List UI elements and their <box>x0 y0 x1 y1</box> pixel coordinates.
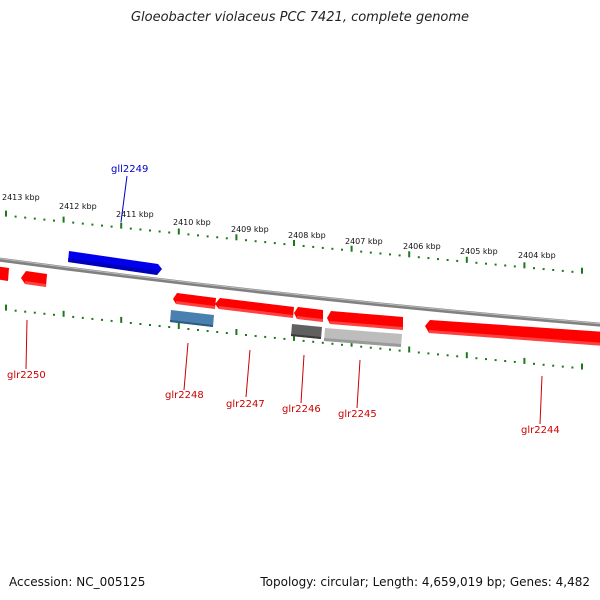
kbp-label-2411: 2411 kbp <box>116 210 154 219</box>
gene-glr2248[interactable] <box>173 293 216 309</box>
gene-glr2246[interactable] <box>294 307 323 322</box>
gene-label-glr2244[interactable]: glr2244 <box>521 425 560 436</box>
feature-dark-gray-block-shade <box>291 334 321 339</box>
gene-glr2244[interactable] <box>425 320 600 346</box>
kbp-label-2413: 2413 kbp <box>2 193 40 202</box>
gene-label-glr2247[interactable]: glr2247 <box>226 399 265 410</box>
feature-light-gray-block-shade <box>324 338 401 347</box>
kbp-label-2404: 2404 kbp <box>518 251 556 260</box>
gene-gll2249-shade <box>68 258 160 275</box>
gene-left-edge[interactable] <box>0 266 9 281</box>
gene-label-gll2249[interactable]: gll2249 <box>111 164 148 175</box>
kbp-label-2405: 2405 kbp <box>460 247 498 256</box>
gene-glr2250[interactable] <box>21 271 47 287</box>
gene-glr2247[interactable] <box>215 298 294 318</box>
outer-tick-row <box>5 210 583 274</box>
genome-title: Gloeobacter violaceus PCC 7421, complete… <box>130 10 470 25</box>
label-leaders <box>25 175 543 425</box>
kbp-label-2406: 2406 kbp <box>403 242 441 251</box>
kbp-label-2409: 2409 kbp <box>231 225 269 234</box>
genome-summary-text: Topology: circular; Length: 4,659,019 bp… <box>260 575 590 589</box>
kbp-label-2412: 2412 kbp <box>59 202 97 211</box>
feature-blue-block-shade <box>170 320 213 327</box>
genome-backbone-highlight <box>0 258 600 325</box>
genome-backbone <box>0 257 600 327</box>
kbp-label-2408: 2408 kbp <box>288 231 326 240</box>
kbp-label-2407: 2407 kbp <box>345 237 383 246</box>
gene-label-glr2250[interactable]: glr2250 <box>7 370 46 381</box>
gene-glr2245[interactable] <box>327 311 403 330</box>
gene-label-glr2246[interactable]: glr2246 <box>282 404 321 415</box>
red-gene-shading <box>25 281 600 346</box>
accession-text: Accession: NC_005125 <box>9 575 146 589</box>
gene-label-glr2245[interactable]: glr2245 <box>338 409 377 420</box>
kbp-label-2410: 2410 kbp <box>173 218 211 227</box>
gene-label-glr2248[interactable]: glr2248 <box>165 390 204 401</box>
inner-tick-row <box>5 304 583 370</box>
